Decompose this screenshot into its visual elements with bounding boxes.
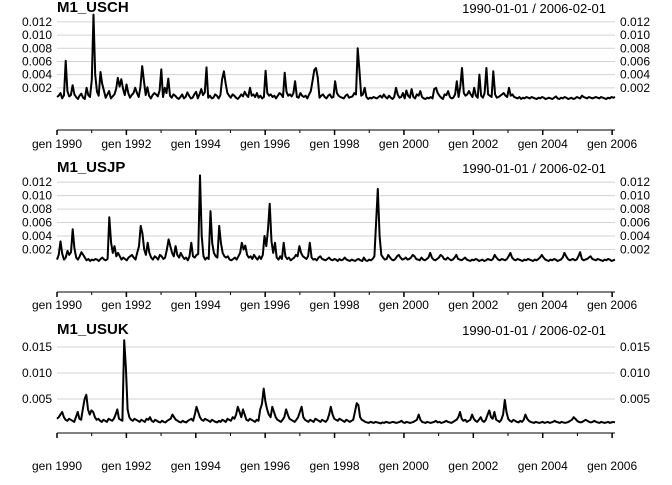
chart-title: M1_USCH: [57, 0, 129, 16]
y-tick-label-right: 0.010: [620, 366, 650, 380]
date-range: 1990-01-01 / 2006-02-01: [462, 323, 606, 338]
y-tick-label-left: 0.010: [22, 366, 52, 380]
x-tick-label: gen 1994: [171, 459, 221, 473]
x-tick-label: gen 2000: [379, 298, 429, 312]
date-range: 1990-01-01 / 2006-02-01: [462, 161, 606, 176]
x-tick-label: gen 1992: [101, 137, 151, 151]
x-tick-label: gen 2002: [448, 298, 498, 312]
y-tick-label-left: 0.005: [22, 392, 52, 406]
y-tick-label-right: 0.002: [620, 81, 650, 95]
x-tick-label: gen 2006: [587, 459, 637, 473]
x-tick-label: gen 2000: [379, 459, 429, 473]
date-range: 1990-01-01 / 2006-02-01: [462, 1, 606, 16]
chart-title: M1_USJP: [57, 159, 125, 176]
chart-title: M1_USUK: [57, 321, 129, 338]
y-tick-label-right: 0.006: [620, 54, 650, 68]
y-tick-label-left: 0.015: [22, 340, 52, 354]
x-tick-label: gen 2000: [379, 137, 429, 151]
y-tick-label-left: 0.012: [22, 15, 52, 29]
x-tick-label: gen 1992: [101, 298, 151, 312]
y-tick-label-left: 0.004: [22, 68, 52, 82]
y-tick-label-right: 0.006: [620, 216, 650, 230]
y-tick-label-left: 0.002: [22, 243, 52, 257]
y-tick-label-left: 0.006: [22, 216, 52, 230]
series-line: [56, 174, 616, 262]
y-tick-label-left: 0.002: [22, 81, 52, 95]
x-tick-label: gen 1994: [171, 137, 221, 151]
y-tick-label-right: 0.010: [620, 28, 650, 42]
x-tick-label: gen 2004: [518, 459, 568, 473]
y-tick-label-right: 0.002: [620, 243, 650, 257]
x-tick-label: gen 1996: [240, 459, 290, 473]
chart-panel-3: M1_USUK 1990-01-01 / 2006-02-01 0.005 0.005…: [22, 321, 650, 473]
x-tick-label: gen 1996: [240, 137, 290, 151]
x-tick-label: gen 1996: [240, 298, 290, 312]
y-tick-label-left: 0.008: [22, 41, 52, 55]
y-tick-label-right: 0.015: [620, 340, 650, 354]
y-tick-label-right: 0.012: [620, 175, 650, 189]
x-tick-label: gen 1998: [310, 137, 360, 151]
x-tick-label: gen 1998: [310, 459, 360, 473]
chart-panel-1: M1_USCH 1990-01-01 / 2006-02-01 0.002 0.002…: [22, 0, 650, 151]
y-tick-label-right: 0.008: [620, 202, 650, 216]
y-tick-label-left: 0.010: [22, 28, 52, 42]
y-tick-label-right: 0.004: [620, 229, 650, 243]
x-tick-label: gen 1990: [32, 459, 82, 473]
x-tick-label: gen 2002: [448, 459, 498, 473]
y-tick-label-right: 0.005: [620, 392, 650, 406]
x-tick-label: gen 2004: [518, 137, 568, 151]
y-tick-label-left: 0.006: [22, 54, 52, 68]
y-tick-label-left: 0.004: [22, 229, 52, 243]
y-tick-label-right: 0.012: [620, 15, 650, 29]
x-tick-label: gen 1990: [32, 137, 82, 151]
y-tick-label-right: 0.004: [620, 68, 650, 82]
x-tick-label: gen 2004: [518, 298, 568, 312]
x-tick-label: gen 1998: [310, 298, 360, 312]
x-tick-label: gen 2006: [587, 137, 637, 151]
x-tick-label: gen 1992: [101, 459, 151, 473]
y-tick-label-right: 0.010: [620, 189, 650, 203]
x-tick-label: gen 1994: [171, 298, 221, 312]
series-line: [56, 13, 616, 100]
y-tick-label-left: 0.012: [22, 175, 52, 189]
chart-panel-2: M1_USJP 1990-01-01 / 2006-02-01 0.002 0.002…: [22, 159, 650, 312]
x-tick-label: gen 2006: [587, 298, 637, 312]
y-tick-label-right: 0.008: [620, 41, 650, 55]
x-tick-label: gen 1990: [32, 298, 82, 312]
x-tick-label: gen 2002: [448, 137, 498, 151]
series-line: [56, 339, 616, 425]
y-tick-label-left: 0.010: [22, 189, 52, 203]
y-tick-label-left: 0.008: [22, 202, 52, 216]
